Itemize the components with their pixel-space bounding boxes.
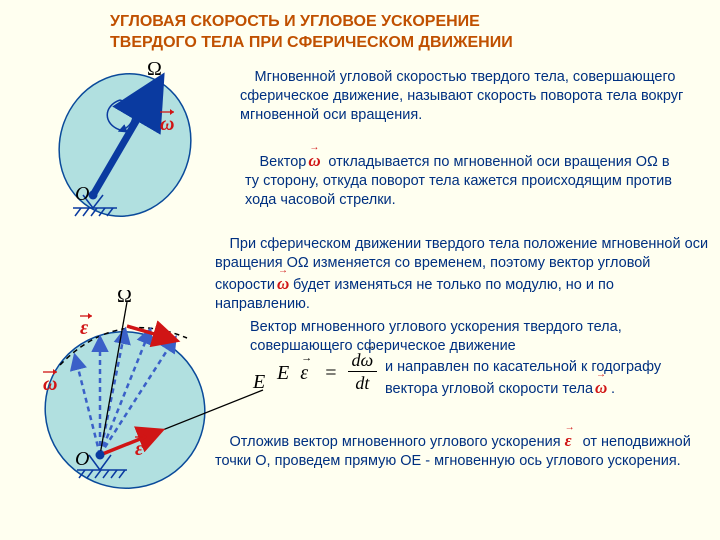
label-O-2: O	[75, 448, 89, 470]
paragraph-4: Вектор мгновенного углового ускорения тв…	[250, 318, 695, 356]
label-Omega-1: Ω	[147, 60, 162, 80]
diagram-1: O Ω ω	[25, 60, 215, 230]
omega-inline-2: ω →	[277, 273, 293, 295]
svg-text:ε: ε	[80, 317, 89, 339]
label-omega-1: ω	[160, 109, 174, 135]
label-eps-top: ε	[80, 313, 92, 339]
omega-inline-1: ω →	[308, 150, 324, 172]
svg-text:ω: ω	[43, 373, 57, 395]
p5-a: и направлен по касательной к годографу в…	[385, 359, 661, 397]
eps-inline: ε →	[565, 430, 579, 452]
label-E: E	[252, 371, 265, 393]
svg-text:ω: ω	[160, 113, 174, 135]
body-ellipse-2	[25, 311, 225, 500]
title-line1: УГЛОВАЯ СКОРОСТЬ И УГЛОВОЕ УСКОРЕНИЕ	[110, 13, 480, 30]
p6-a: Отложив вектор мгновенного углового уско…	[215, 434, 565, 450]
formula-eps: ε	[300, 362, 308, 384]
label-omega-2: ω	[43, 369, 57, 395]
label-O-1: O	[75, 183, 89, 205]
paragraph-5: и направлен по касательной к годографу в…	[385, 358, 710, 399]
formula-E: E	[277, 362, 289, 384]
title-line2: ТВЕРДОГО ТЕЛА ПРИ СФЕРИЧЕСКОМ ДВИЖЕНИИ	[110, 34, 513, 51]
formula-eq: =	[325, 362, 336, 384]
svg-text:ε: ε	[135, 438, 144, 460]
paragraph-3: При сферическом движении твердого тела п…	[215, 235, 710, 314]
formula-num: dω	[352, 350, 374, 370]
label-Omega-2: Ω	[117, 290, 132, 307]
p2-pre: Вектор	[245, 154, 310, 170]
paragraph-2: Вектор ω → откладывается по мгновенной о…	[245, 150, 685, 210]
paragraph-1: Мгновенной угловой скоростью твердого те…	[240, 68, 690, 125]
omega-inline-3: ω →	[595, 377, 611, 399]
formula-den: dt	[348, 372, 378, 394]
p5-b: .	[611, 381, 615, 397]
page-title: УГЛОВАЯ СКОРОСТЬ И УГЛОВОЕ УСКОРЕНИЕ ТВЕ…	[110, 12, 513, 54]
point-O-2	[96, 451, 105, 460]
paragraph-6: Отложив вектор мгновенного углового уско…	[215, 430, 705, 471]
formula: E ε → = dω → dt	[277, 352, 377, 396]
diagram-2: O Ω E ω ε ε	[15, 290, 265, 500]
point-O-1	[89, 191, 98, 200]
